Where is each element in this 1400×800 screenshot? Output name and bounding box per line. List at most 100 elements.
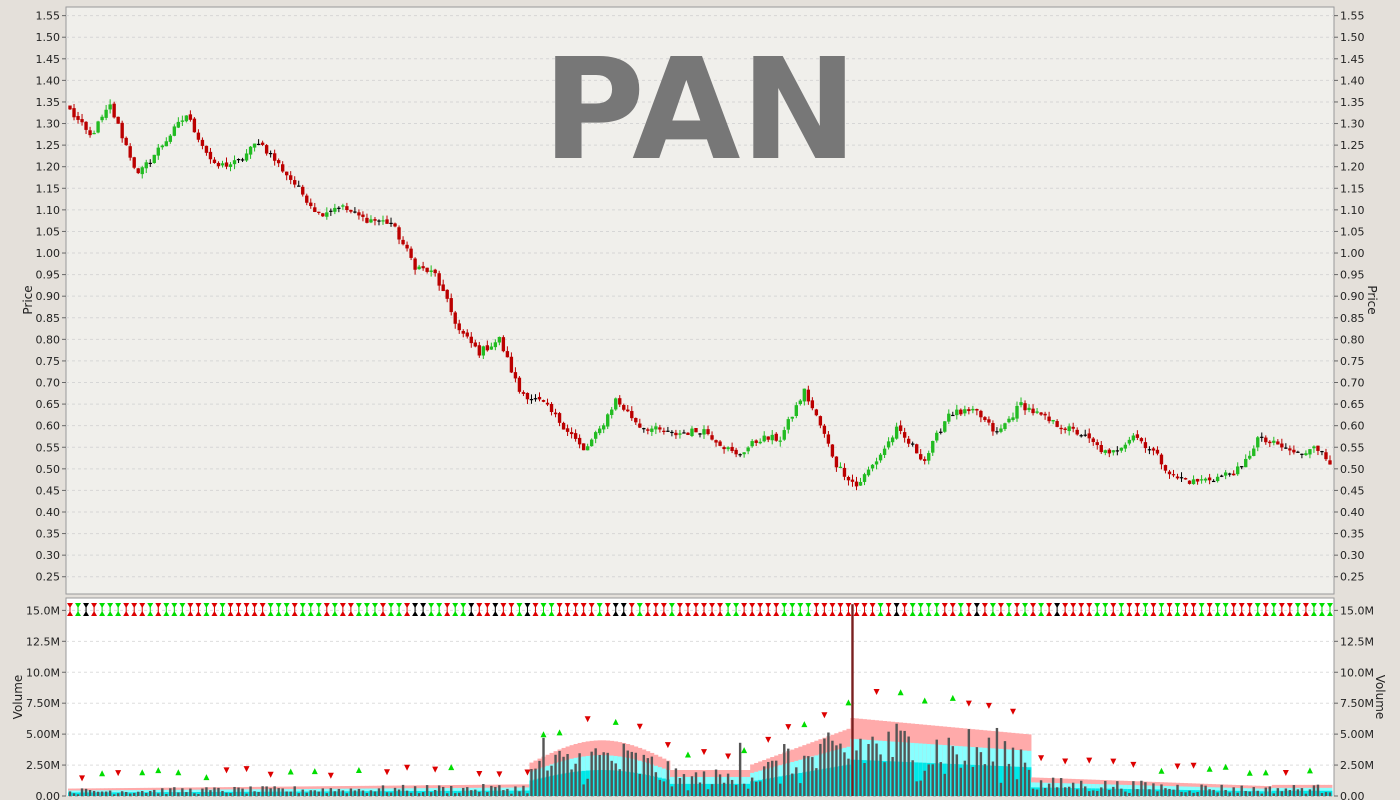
volume-tick-label: 0.00 [1340,790,1365,800]
volume-bar [1212,789,1215,796]
price-tick-label: 1.30 [36,118,61,131]
candle [738,453,742,458]
down-signal-marker [524,769,531,776]
volume-bar [562,756,565,796]
candle-body [1091,438,1095,443]
candle-body [702,429,706,435]
candle [979,409,983,423]
candle-body [971,408,975,411]
volume-tick-label: 0.00 [36,790,61,800]
candle [1159,453,1164,470]
candle-body [220,163,225,166]
candle [289,171,293,185]
candle [1288,445,1292,456]
candle [1167,469,1172,479]
volume-bar [971,766,975,796]
volume-bar [1027,769,1031,796]
candle [369,215,373,224]
volume-bar [112,794,116,796]
volume-bar [767,761,770,796]
volume-bar [413,786,417,796]
candle [650,425,654,436]
volume-bar [1280,791,1284,796]
volume-bar [1256,790,1259,796]
volume-bar [161,788,164,796]
candle [1203,477,1208,483]
candle-body [437,273,441,286]
candle [593,430,598,444]
volume-bar [1100,787,1103,796]
candle [473,339,477,348]
volume-axis-title-right: Volume [1373,675,1387,720]
candle [758,438,762,445]
volume-bar [1136,789,1139,796]
volume-bar [373,791,377,796]
candle [810,397,815,411]
volume-tick-label: 10.0M [26,666,60,679]
candle-body [762,435,766,442]
volume-bar [1276,788,1280,796]
candle [943,421,947,433]
candle-body [1268,441,1272,444]
candle [742,452,746,458]
up-signal-marker [155,767,162,774]
volume-bar [1204,785,1207,796]
candle-body [1199,479,1204,481]
volume-bar [771,760,774,796]
candle-body [1055,421,1059,427]
volume-tick-label: 12.5M [1340,635,1374,648]
candle-body [1232,473,1236,476]
down-signal-marker [1009,708,1016,715]
candle [906,435,911,448]
down-signal-marker [384,769,391,776]
candle [838,462,843,469]
volume-bar [538,760,541,796]
volume-bar [506,788,509,796]
volume-bar [1316,784,1320,796]
volume-bar [177,792,180,796]
candle-body [750,441,754,447]
volume-bar [425,785,429,796]
candle-body [890,437,895,443]
candle [1083,429,1087,437]
volume-bar [835,745,838,796]
candle [991,420,995,436]
volume-bar [831,740,834,796]
volume-bar [602,752,605,796]
candle [393,222,397,228]
price-tick-label: 0.55 [36,441,61,454]
candle [204,145,209,156]
volume-bar [1092,790,1095,796]
candle-body [983,417,987,421]
candle [405,241,409,252]
volume-bar [670,786,674,796]
volume-bar [1116,781,1119,796]
candle-body [1095,442,1099,446]
volume-bar [229,793,232,796]
candle-body [441,284,445,292]
candle-body [473,342,477,347]
candle-body [208,151,213,160]
volume-bar [1003,741,1007,796]
candle [1215,473,1220,483]
volume-bar [1184,792,1187,796]
candle [698,432,702,438]
volume-bar [397,789,401,796]
volume-bar [634,752,638,796]
candle-body [521,392,526,394]
candle [866,466,871,477]
candle-body [533,398,538,400]
candle-body [1063,428,1067,430]
volume-band-inner [1127,789,1132,796]
volume-bar [1248,791,1251,796]
volume-bar [943,773,946,796]
volume-band-inner [76,792,81,796]
candle [1280,438,1284,451]
candle-body [1143,442,1148,449]
candle-body [975,409,979,411]
candle [216,161,221,169]
price-tick-label: 0.35 [1340,528,1365,541]
volume-bar [1300,788,1304,796]
candle [541,399,546,403]
candle-body [553,412,558,415]
